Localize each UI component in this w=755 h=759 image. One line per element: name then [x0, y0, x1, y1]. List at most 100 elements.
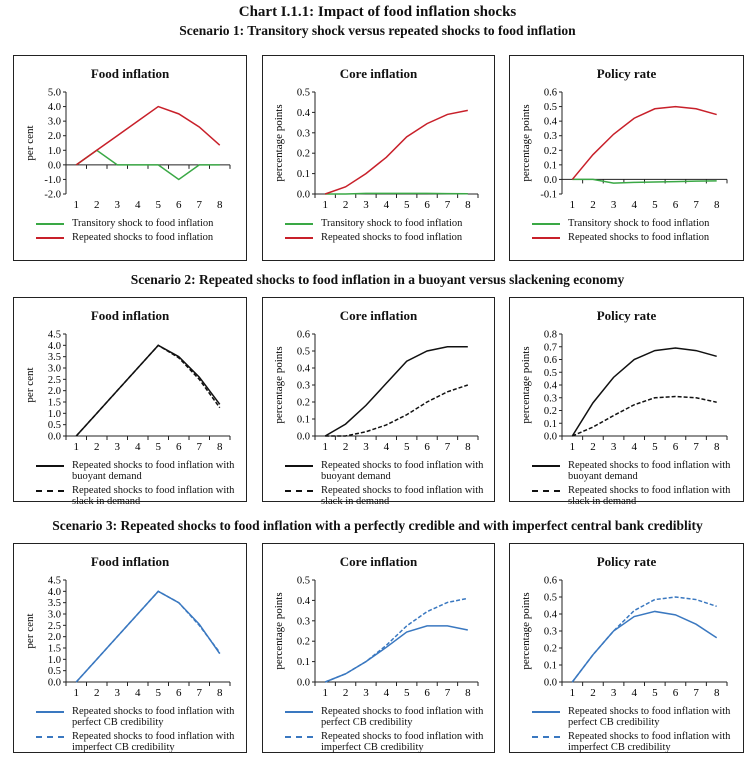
legend-swatch — [36, 465, 64, 467]
legend-label: Repeated shocks to food inflation — [321, 232, 463, 243]
x-tick-label: 1 — [570, 441, 576, 453]
legend-item: Repeated shocks to food inflation — [36, 232, 240, 243]
y-tick-label: 0.6 — [297, 330, 310, 341]
x-tick-label: 5 — [156, 687, 162, 699]
x-tick-label: 5 — [156, 199, 162, 211]
x-tick-label: 1 — [74, 687, 80, 699]
series-line-1 — [325, 192, 468, 195]
y-axis-label: percentage points — [520, 592, 532, 669]
x-tick-label: 1 — [322, 199, 328, 211]
x-tick-label: 3 — [611, 687, 617, 699]
y-tick-label: 0.1 — [297, 657, 310, 668]
x-tick-label: 8 — [714, 441, 720, 453]
legend: Repeated shocks to food inflation with p… — [36, 706, 240, 756]
legend-swatch — [532, 736, 560, 738]
x-tick-label: 6 — [673, 199, 679, 211]
legend-item: Repeated shocks to food inflation — [532, 232, 737, 243]
legend-label: Repeated shocks to food inflation with i… — [72, 731, 235, 753]
legend-swatch — [285, 490, 313, 492]
y-tick-label: 0.1 — [544, 661, 557, 672]
y-tick-label: 0.0 — [48, 160, 61, 171]
y-axis-label: percentage points — [520, 104, 532, 181]
y-tick-label: 2.0 — [48, 131, 61, 142]
y-tick-label: 0.3 — [297, 616, 310, 627]
legend: Transitory shock to food inflation Repeat… — [532, 218, 737, 246]
x-tick-label: 7 — [693, 687, 699, 699]
y-tick-label: 0.2 — [297, 637, 310, 648]
legend: Repeated shocks to food inflation with p… — [532, 706, 737, 756]
scenario-3-heading: Scenario 3: Repeated shocks to food infl… — [52, 518, 703, 533]
x-tick-label: 6 — [424, 441, 430, 453]
x-tick-label: 6 — [176, 199, 182, 211]
series-line-2 — [325, 384, 469, 437]
series-line-2 — [324, 597, 468, 683]
y-tick-label: 0.0 — [297, 678, 310, 689]
y-tick-label: 0.3 — [544, 393, 557, 404]
panel-title: Policy rate — [596, 66, 657, 81]
y-tick-label: 0.0 — [297, 190, 310, 201]
x-tick-label: 3 — [115, 199, 121, 211]
y-tick-label: 1.0 — [48, 409, 61, 420]
y-tick-label: 3.0 — [48, 364, 61, 375]
y-axis-label: percentage points — [520, 346, 532, 423]
y-tick-label: 0.0 — [48, 432, 61, 443]
x-tick-label: 3 — [611, 441, 617, 453]
x-tick-label: 7 — [693, 199, 699, 211]
x-tick-label: 2 — [343, 441, 349, 453]
y-tick-label: 4.0 — [48, 102, 61, 113]
y-tick-label: 0.4 — [544, 381, 558, 392]
legend-item: Repeated shocks to food inflation with b… — [285, 460, 488, 482]
chart-panel: Core inflation 0.0 0.1 0.2 0.3 0.4 0.5 percenta… — [262, 543, 495, 753]
y-tick-label: 0.8 — [544, 330, 557, 341]
y-tick-label: 3.5 — [48, 598, 61, 609]
legend-label: Repeated shocks to food inflation with b… — [568, 460, 731, 482]
y-tick-label: 0.5 — [297, 88, 310, 99]
x-tick-label: 1 — [322, 441, 328, 453]
y-tick-label: 0.6 — [544, 88, 557, 99]
y-tick-label: 0.5 — [544, 593, 557, 604]
panel-title: Core inflation — [339, 554, 418, 569]
legend-label: Repeated shocks to food inflation with b… — [72, 460, 235, 482]
y-tick-label: 0.0 — [544, 678, 557, 689]
y-tick-label: 4.0 — [48, 587, 61, 598]
line-plot: 0.0 0.1 0.2 0.3 0.4 0.5 0.6 percentage points 1 2… — [273, 330, 479, 453]
y-tick-label: 0.4 — [297, 108, 311, 119]
x-tick-label: 7 — [197, 441, 203, 453]
legend-label: Transitory shock to food inflation — [321, 218, 463, 229]
y-axis-label: per cent — [24, 613, 36, 648]
legend-swatch — [36, 223, 64, 225]
y-tick-label: 2.0 — [48, 632, 61, 643]
y-tick-label: 0.6 — [544, 576, 557, 587]
x-tick-label: 5 — [404, 199, 410, 211]
x-tick-label: 8 — [714, 687, 720, 699]
y-axis-label: percentage points — [273, 346, 285, 423]
x-tick-label: 2 — [94, 687, 100, 699]
y-tick-label: 0.2 — [544, 406, 557, 417]
legend-item: Repeated shocks to food inflation with i… — [36, 731, 240, 753]
y-tick-label: 0.0 — [544, 432, 557, 443]
line-plot: 0.00.51.01.52.02.53.03.54.04.5 per cent 1 2… — [24, 576, 231, 699]
x-tick-label: 3 — [115, 687, 121, 699]
y-tick-label: 1.5 — [48, 644, 61, 655]
legend-swatch — [532, 237, 560, 239]
x-tick-label: 3 — [115, 441, 121, 453]
x-tick-label: 1 — [570, 199, 576, 211]
x-tick-label: 6 — [176, 687, 182, 699]
legend-item: Repeated shocks to food inflation with p… — [532, 706, 737, 728]
y-tick-label: 1.5 — [48, 398, 61, 409]
y-tick-label: 0.0 — [48, 678, 61, 689]
legend-swatch — [532, 223, 560, 225]
legend-label: Transitory shock to food inflation — [568, 218, 710, 229]
legend-item: Repeated shocks to food inflation with p… — [36, 706, 240, 728]
panel-title: Food inflation — [90, 554, 170, 569]
legend-label: Repeated shocks to food inflation with i… — [321, 731, 484, 753]
x-tick-label: 5 — [652, 441, 658, 453]
x-tick-label: 6 — [176, 441, 182, 453]
y-tick-label: -2.0 — [44, 190, 61, 201]
chart-panel: Food inflation 0.0 0.5 1.0 1.5 2.0 2.5 3.0 3.5 4.… — [13, 297, 247, 507]
legend-swatch — [532, 465, 560, 467]
legend-label: Repeated shocks to food inflation with p… — [568, 706, 731, 728]
x-tick-label: 7 — [445, 199, 451, 211]
line-plot: 0.0 0.1 0.2 0.3 0.4 0.5 percentage points 1 2 3 4 5… — [273, 88, 479, 211]
line-plot: -0.1 0.0 0.1 0.2 0.3 0.4 0.5 0.6 percentage poin… — [520, 88, 728, 211]
